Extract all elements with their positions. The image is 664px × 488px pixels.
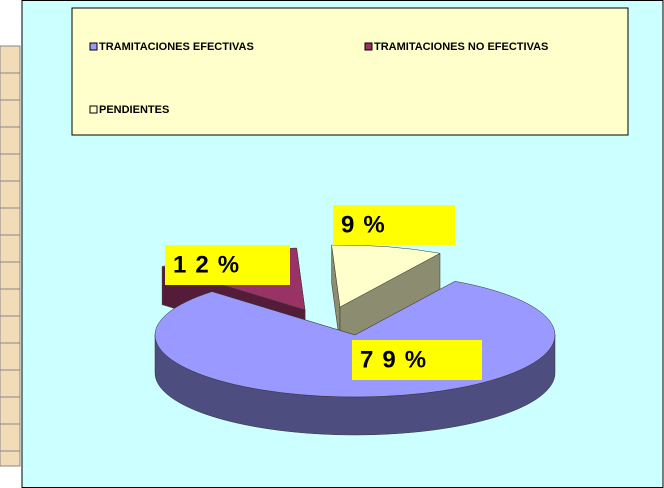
legend-label: TRAMITACIONES NO EFECTIVAS	[374, 41, 548, 53]
legend-swatch	[364, 42, 373, 51]
value-label-bg	[352, 340, 482, 380]
value-label-bg	[165, 245, 290, 285]
slice	[331, 244, 441, 346]
legend-swatch	[89, 105, 98, 114]
legend-label: PENDIENTES	[99, 104, 169, 116]
legend-swatch	[89, 42, 98, 51]
value-label: 12%	[173, 251, 248, 278]
value-label-bg	[333, 205, 455, 245]
legend-label: TRAMITACIONES EFECTIVAS	[99, 41, 254, 53]
value-label: 79%	[360, 346, 435, 373]
sheet-cells	[0, 45, 21, 467]
slice-top	[331, 244, 441, 308]
legend-box	[71, 7, 629, 136]
cell-strip	[0, 45, 21, 467]
value-label: 9%	[341, 211, 394, 238]
